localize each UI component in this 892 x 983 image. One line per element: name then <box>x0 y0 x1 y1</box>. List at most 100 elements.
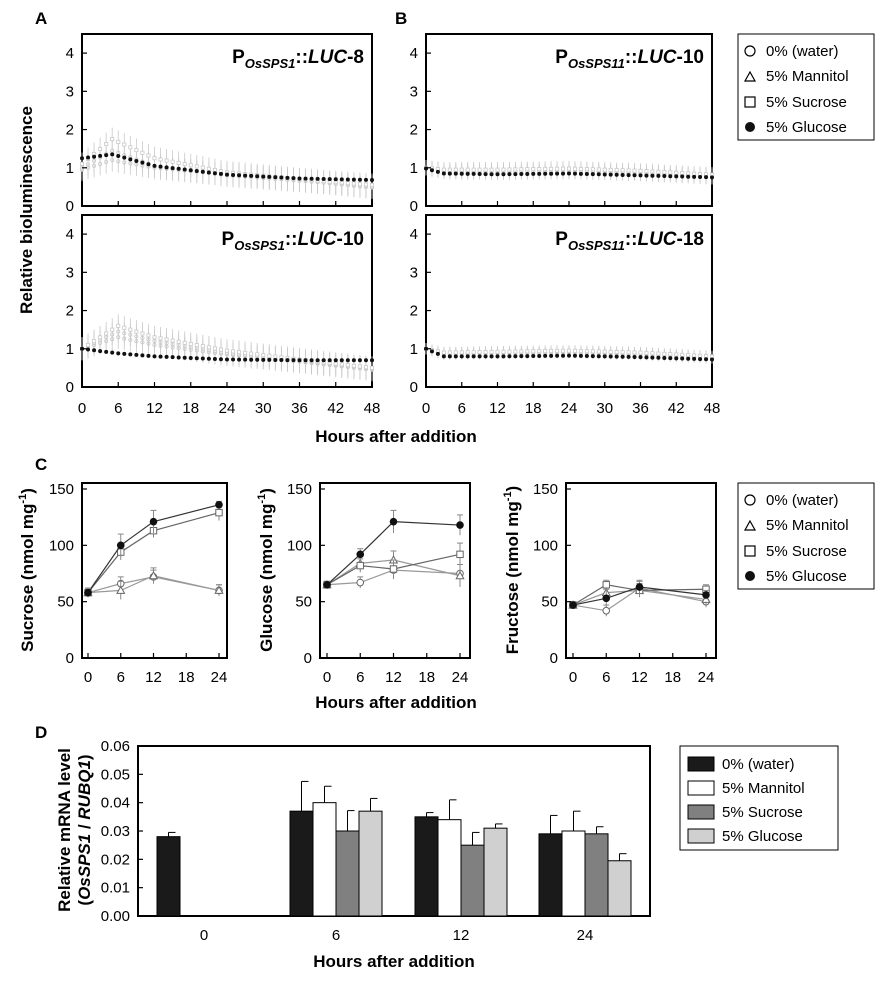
legend-marker-water <box>744 45 756 57</box>
data-point <box>495 172 500 177</box>
data-point <box>285 175 290 180</box>
data-point <box>578 171 583 176</box>
bar <box>289 810 314 917</box>
legend-sucrose: 5% Sucrose <box>766 543 847 560</box>
y-tick-label: 0.04 <box>101 795 130 812</box>
x-tick-label: 6 <box>458 400 466 417</box>
data-point <box>620 354 625 359</box>
data-point <box>686 174 691 179</box>
lum-x-axis-label: Hours after addition <box>315 427 477 446</box>
data-point <box>218 347 223 352</box>
data-point <box>702 591 710 599</box>
legend-swatch-water <box>687 756 715 772</box>
data-point <box>441 167 446 172</box>
data-point <box>608 354 613 359</box>
data-point <box>483 354 488 359</box>
data-point <box>188 341 193 346</box>
y-tick-label: 150 <box>49 481 74 498</box>
data-point <box>602 594 611 603</box>
data-point <box>206 356 211 361</box>
mrna-x-axis-label: Hours after addition <box>313 952 475 971</box>
data-point <box>531 354 536 359</box>
legend-mannitol: 5% Mannitol <box>722 780 805 797</box>
data-point <box>170 355 175 360</box>
lum-y-axis-label: Relative bioluminescence <box>17 106 36 314</box>
data-point <box>104 142 109 147</box>
data-point <box>704 357 709 362</box>
data-point <box>285 358 290 363</box>
data-point <box>543 349 548 354</box>
series-line <box>572 589 707 606</box>
data-point <box>225 172 229 177</box>
data-point <box>555 353 560 358</box>
data-point <box>345 358 350 363</box>
data-point <box>602 581 610 589</box>
data-point <box>662 351 667 356</box>
data-point <box>215 500 223 509</box>
data-point <box>447 167 452 172</box>
y-tick-label: 0.05 <box>101 766 130 783</box>
data-point <box>680 356 685 361</box>
sucrose-y-axis-label: Sucrose (nmol mg-1) <box>17 488 37 652</box>
data-point <box>650 169 655 174</box>
data-point <box>152 156 157 161</box>
data-point <box>525 354 530 359</box>
data-point <box>710 175 714 180</box>
data-point <box>214 585 224 594</box>
data-point <box>158 157 163 162</box>
bar <box>156 836 181 917</box>
series-line <box>326 569 461 586</box>
data-point <box>483 350 488 355</box>
bar <box>312 802 337 917</box>
data-point <box>86 347 91 352</box>
data-point <box>351 181 356 186</box>
data-point <box>465 167 470 172</box>
x-tick-label: 18 <box>664 669 681 686</box>
data-point <box>531 349 536 354</box>
data-point <box>164 354 169 359</box>
bar <box>584 833 609 917</box>
data-point <box>465 350 470 355</box>
data-point <box>297 176 302 181</box>
data-point <box>224 348 229 353</box>
data-point <box>339 358 344 363</box>
data-point <box>584 171 589 176</box>
data-point <box>456 521 464 529</box>
data-point <box>255 174 260 179</box>
y-tick-label: 0 <box>550 650 558 667</box>
data-point <box>231 172 236 177</box>
data-point <box>537 167 542 172</box>
data-point <box>561 353 566 358</box>
data-point <box>345 363 350 368</box>
data-point <box>602 167 607 172</box>
data-point <box>370 178 374 183</box>
data-point <box>212 168 217 173</box>
data-point <box>525 171 530 176</box>
data-point <box>525 167 530 172</box>
y-tick-label: 2 <box>66 303 74 320</box>
data-point <box>200 344 205 349</box>
data-point <box>122 155 127 160</box>
data-point <box>626 168 631 173</box>
data-point <box>455 570 465 580</box>
x-tick-label: 12 <box>489 400 506 417</box>
data-point <box>569 601 577 609</box>
data-point <box>549 166 554 171</box>
legend-swatch-mannitol <box>687 780 715 796</box>
x-tick-label: 12 <box>145 669 162 686</box>
data-point <box>549 171 554 176</box>
data-point <box>194 356 199 361</box>
series-line <box>572 584 707 606</box>
data-point <box>501 349 506 354</box>
data-point <box>303 176 308 181</box>
data-point <box>489 354 494 359</box>
data-point <box>644 169 649 174</box>
data-point <box>519 349 524 354</box>
data-point <box>596 349 601 354</box>
bar <box>561 830 586 917</box>
data-point <box>644 355 649 360</box>
x-tick-label: 30 <box>255 400 272 417</box>
y-tick-label: 4 <box>410 45 418 62</box>
legend-mannitol: 5% Mannitol <box>766 517 849 534</box>
